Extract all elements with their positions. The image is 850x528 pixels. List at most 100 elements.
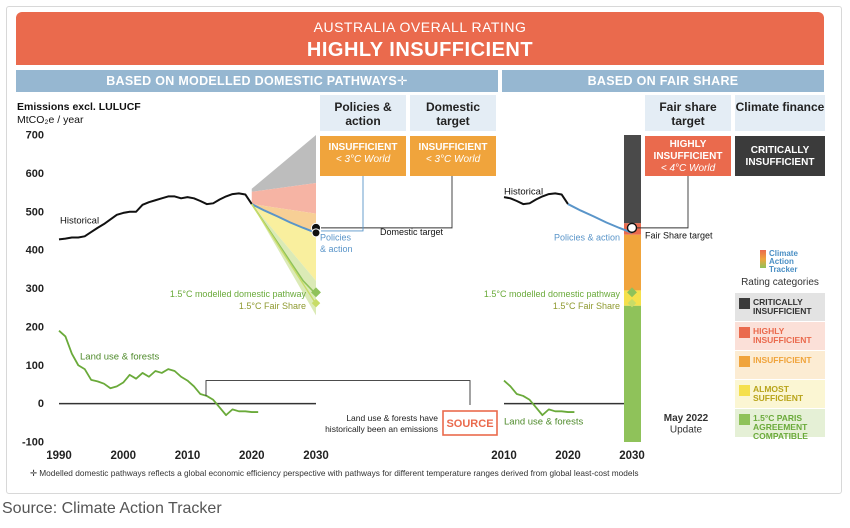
almost-sufficient-range [251, 204, 316, 281]
y-tick-label: -100 [22, 437, 44, 449]
historical-line [503, 192, 569, 206]
legend-item: 1.5°C PARIS AGREEMENT COMPATIBLE [735, 409, 825, 441]
rating-fairshare-sub: < 4°C World [660, 163, 716, 174]
y-tick-label: 0 [38, 398, 44, 410]
y-tick-label: 400 [26, 245, 44, 257]
policies-action-line [251, 203, 317, 234]
y-axis-unit: MtCO₂e / year [17, 114, 84, 126]
legend-item: ALMOST SUFFICIENT [735, 380, 825, 408]
banner-title: HIGHLY INSUFFICIENT [306, 39, 534, 61]
y-axis-title: Emissions excl. LULUCF MtCO₂e / year [17, 101, 141, 127]
landuse-line [503, 379, 575, 417]
legend-label: 1.5°C PARIS AGREEMENT COMPATIBLE [753, 413, 808, 441]
x-tick-label: 2030 [619, 450, 645, 462]
legend-label: ALMOST SUFFICIENT [753, 384, 804, 403]
y-tick-label: 100 [26, 360, 44, 372]
policies-connector [321, 176, 364, 232]
rating-fairshare-label: HIGHLY INSUFFICIENT [653, 139, 723, 162]
update-label: May 2022 [664, 413, 709, 424]
legend-label: CRITICALLY INSUFFICIENT [753, 297, 812, 316]
section-fairshare: BASED ON FAIR SHARE [502, 70, 824, 92]
logo-line-2: Action [769, 257, 794, 266]
legend-swatch [739, 356, 750, 367]
update-label: Update [670, 424, 703, 435]
col-policies: Policies & action [320, 95, 406, 131]
rating-domestic-label: INSUFFICIENT [418, 142, 488, 153]
landuse-connector [205, 380, 471, 405]
rating-finance-label: CRITICALLY INSUFFICIENT [745, 145, 815, 168]
pathway-15-marker [311, 287, 321, 298]
rating-domestic-sub: < 3°C World [425, 154, 481, 165]
fairshare-15-label: 1.5°C Fair Share [239, 301, 306, 311]
fairshare-target-label: Fair Share target [645, 231, 713, 241]
fairshare-15-marker [627, 298, 637, 308]
legend-swatch [739, 298, 750, 309]
landuse-note: historically been an emissions [325, 424, 438, 434]
historical-label: Historical [504, 186, 543, 197]
y-tick-label: 200 [26, 321, 44, 333]
footnote: ✛ Modelled domestic pathways reflects a … [30, 468, 638, 478]
paris-compatible-range [251, 204, 316, 316]
banner-subtitle: AUSTRALIA OVERALL RATING [313, 19, 527, 35]
y-tick-label: 700 [26, 130, 44, 142]
x-tick-label: 2010 [175, 450, 201, 462]
rating-categories-title: Rating categories [741, 277, 819, 288]
section-modelled: BASED ON MODELLED DOMESTIC PATHWAYS✛ [16, 70, 498, 92]
landuse-note: Land use & forests have [346, 413, 438, 423]
col-finance: Climate finance [735, 95, 825, 131]
policies-label: Policies [320, 233, 352, 243]
fair-share-rating-band [624, 290, 641, 306]
source-label: SOURCE [446, 418, 493, 430]
policies-marker [311, 228, 321, 238]
pathway-15-label: 1.5°C modelled domestic pathway [170, 289, 307, 299]
fair-share-rating-band [624, 234, 641, 291]
rating-banner: AUSTRALIA OVERALL RATING HIGHLY INSUFFIC… [16, 12, 824, 65]
domestic-connector [321, 176, 453, 229]
fairshare-connector [637, 176, 689, 229]
x-tick-label: 2030 [303, 450, 329, 462]
landuse-label: Land use & forests [504, 417, 583, 428]
x-tick-label: 2000 [110, 450, 136, 462]
policies-label: & action [320, 244, 353, 254]
source-box [442, 410, 498, 436]
pathway-15-marker [627, 287, 637, 298]
landuse-label: Land use & forests [80, 351, 159, 362]
thermometer-icon [760, 250, 766, 268]
legend-label: HIGHLY INSUFFICIENT [753, 326, 812, 345]
legend-item: CRITICALLY INSUFFICIENT [735, 293, 825, 321]
critically-insufficient-range [251, 135, 316, 192]
y-tick-label: 300 [26, 283, 44, 295]
rating-policies-sub: < 3°C World [335, 154, 391, 165]
fairshare-15-marker [311, 298, 321, 308]
highly-insufficient-range [251, 182, 316, 214]
historical-label: Historical [60, 215, 99, 226]
policies-action-line [567, 203, 633, 234]
legend-label: INSUFFICIENT [753, 355, 812, 365]
col-domestic: Domestic target [410, 95, 496, 131]
legend-swatch [739, 414, 750, 425]
fairshare-15-label: 1.5°C Fair Share [553, 301, 620, 311]
landuse-line [58, 330, 259, 417]
rating-finance: CRITICALLY INSUFFICIENT [735, 136, 825, 176]
logo-line-3: Tracker [769, 265, 798, 274]
x-tick-label: 2010 [491, 450, 517, 462]
pathway-15-label: 1.5°C modelled domestic pathway [484, 289, 621, 299]
x-tick-label: 1990 [46, 450, 72, 462]
fair-share-rating-band [624, 135, 641, 224]
historical-line [58, 192, 253, 241]
fairshare-15-line [251, 203, 317, 305]
source-caption: Source: Climate Action Tracker [2, 500, 222, 517]
col-fairshare: Fair share target [645, 95, 731, 131]
x-tick-label: 2020 [555, 450, 581, 462]
rating-fairshare: HIGHLY INSUFFICIENT < 4°C World [645, 136, 731, 176]
fair-share-rating-band [624, 305, 641, 442]
legend-swatch [739, 385, 750, 396]
legend-item: INSUFFICIENT [735, 351, 825, 379]
y-axis-title-text: Emissions excl. LULUCF [17, 101, 141, 113]
logo-line-1: Climate [769, 249, 798, 258]
fair-share-target-marker [626, 222, 638, 234]
rating-domestic: INSUFFICIENT < 3°C World [410, 136, 496, 176]
x-tick-label: 2020 [239, 450, 265, 462]
cat-logo: Climate Action Tracker [760, 250, 798, 274]
